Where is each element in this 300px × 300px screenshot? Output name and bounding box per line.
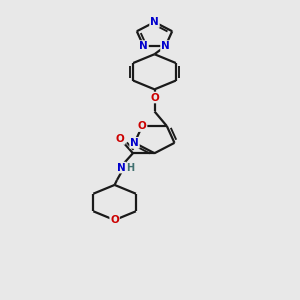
Text: O: O bbox=[116, 134, 125, 144]
Text: O: O bbox=[110, 215, 119, 225]
Text: N: N bbox=[161, 41, 170, 51]
Text: O: O bbox=[150, 92, 159, 103]
Text: N: N bbox=[130, 138, 139, 148]
Text: N: N bbox=[116, 163, 125, 172]
Text: O: O bbox=[138, 121, 146, 131]
Text: N: N bbox=[139, 41, 148, 51]
Text: H: H bbox=[126, 163, 135, 172]
Text: N: N bbox=[150, 17, 159, 27]
